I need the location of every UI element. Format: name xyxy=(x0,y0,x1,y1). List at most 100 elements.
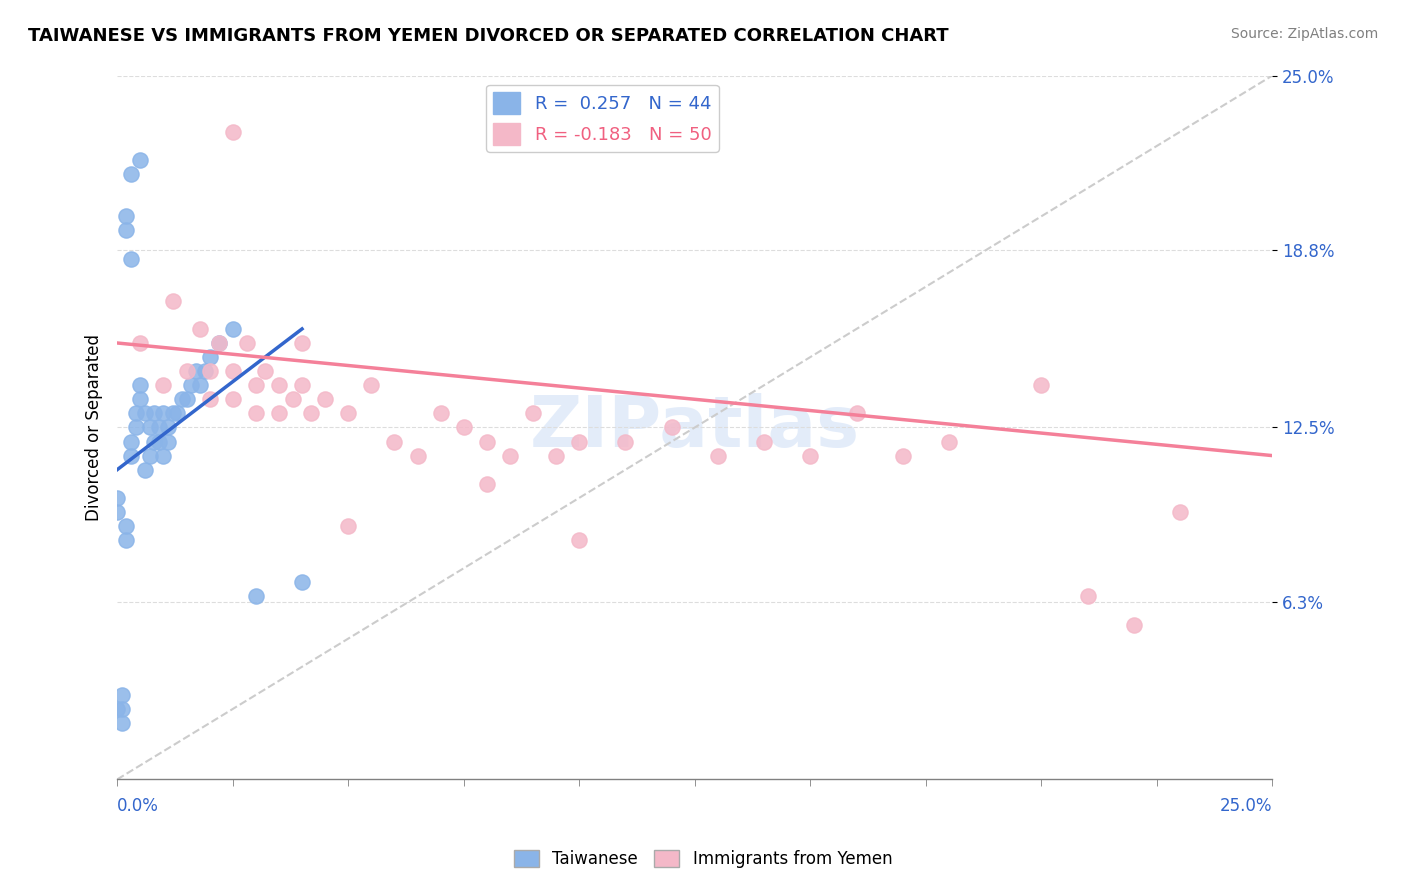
Point xyxy=(845,406,868,420)
Point xyxy=(1077,590,1099,604)
Point xyxy=(222,364,245,378)
Point xyxy=(235,336,257,351)
Point xyxy=(707,449,730,463)
Point xyxy=(938,434,960,449)
Point xyxy=(222,392,245,407)
Point xyxy=(129,336,152,351)
Point xyxy=(124,406,146,420)
Point xyxy=(198,392,221,407)
Point xyxy=(176,392,198,407)
Point xyxy=(120,252,142,266)
Point xyxy=(120,434,142,449)
Point xyxy=(138,420,160,434)
Point xyxy=(111,702,134,716)
Point xyxy=(162,293,184,308)
Point xyxy=(475,476,498,491)
Point xyxy=(138,449,160,463)
Point xyxy=(198,364,221,378)
Point xyxy=(194,364,217,378)
Point xyxy=(222,322,245,336)
Point xyxy=(134,463,156,477)
Legend: Taiwanese, Immigrants from Yemen: Taiwanese, Immigrants from Yemen xyxy=(508,843,898,875)
Point xyxy=(190,322,212,336)
Point xyxy=(568,434,591,449)
Point xyxy=(115,533,138,547)
Point xyxy=(245,590,267,604)
Point xyxy=(267,378,290,392)
Text: 0.0%: 0.0% xyxy=(117,797,159,815)
Point xyxy=(337,519,360,533)
Point xyxy=(299,406,322,420)
Point xyxy=(180,378,202,392)
Point xyxy=(105,505,128,519)
Point xyxy=(170,392,193,407)
Point xyxy=(111,716,134,731)
Point xyxy=(115,209,138,223)
Point xyxy=(105,702,128,716)
Point xyxy=(429,406,451,420)
Point xyxy=(166,406,188,420)
Point xyxy=(120,167,142,181)
Point xyxy=(384,434,406,449)
Point xyxy=(111,688,134,702)
Point xyxy=(291,378,314,392)
Point xyxy=(105,491,128,505)
Point xyxy=(115,519,138,533)
Point xyxy=(453,420,475,434)
Point xyxy=(129,392,152,407)
Text: 25.0%: 25.0% xyxy=(1220,797,1272,815)
Legend: R =  0.257   N = 44, R = -0.183   N = 50: R = 0.257 N = 44, R = -0.183 N = 50 xyxy=(486,85,718,152)
Point xyxy=(245,378,267,392)
Point xyxy=(475,434,498,449)
Point xyxy=(1122,617,1144,632)
Point xyxy=(190,378,212,392)
Point xyxy=(198,350,221,364)
Point xyxy=(1031,378,1053,392)
Point xyxy=(124,420,146,434)
Point xyxy=(143,406,166,420)
Point xyxy=(291,336,314,351)
Point xyxy=(152,378,174,392)
Point xyxy=(152,449,174,463)
Point xyxy=(499,449,522,463)
Point xyxy=(281,392,304,407)
Point xyxy=(208,336,231,351)
Text: TAIWANESE VS IMMIGRANTS FROM YEMEN DIVORCED OR SEPARATED CORRELATION CHART: TAIWANESE VS IMMIGRANTS FROM YEMEN DIVOR… xyxy=(28,27,949,45)
Text: ZIPatlas: ZIPatlas xyxy=(530,393,860,462)
Point xyxy=(245,406,267,420)
Point xyxy=(157,420,180,434)
Point xyxy=(152,406,174,420)
Point xyxy=(360,378,382,392)
Point xyxy=(614,434,637,449)
Point xyxy=(129,153,152,167)
Point xyxy=(752,434,775,449)
Point xyxy=(148,434,170,449)
Point xyxy=(148,420,170,434)
Point xyxy=(891,449,914,463)
Point xyxy=(661,420,683,434)
Point xyxy=(143,434,166,449)
Point xyxy=(799,449,821,463)
Point xyxy=(1168,505,1191,519)
Point xyxy=(208,336,231,351)
Point xyxy=(254,364,277,378)
Point xyxy=(291,575,314,590)
Point xyxy=(157,434,180,449)
Point xyxy=(184,364,207,378)
Point xyxy=(222,125,245,139)
Point xyxy=(267,406,290,420)
Point xyxy=(162,406,184,420)
Point xyxy=(406,449,429,463)
Point xyxy=(129,378,152,392)
Point xyxy=(134,406,156,420)
Point xyxy=(568,533,591,547)
Point xyxy=(115,223,138,237)
Point xyxy=(314,392,336,407)
Point xyxy=(120,449,142,463)
Point xyxy=(176,364,198,378)
Point xyxy=(522,406,544,420)
Point xyxy=(337,406,360,420)
Text: Source: ZipAtlas.com: Source: ZipAtlas.com xyxy=(1230,27,1378,41)
Point xyxy=(546,449,568,463)
Point xyxy=(614,0,637,12)
